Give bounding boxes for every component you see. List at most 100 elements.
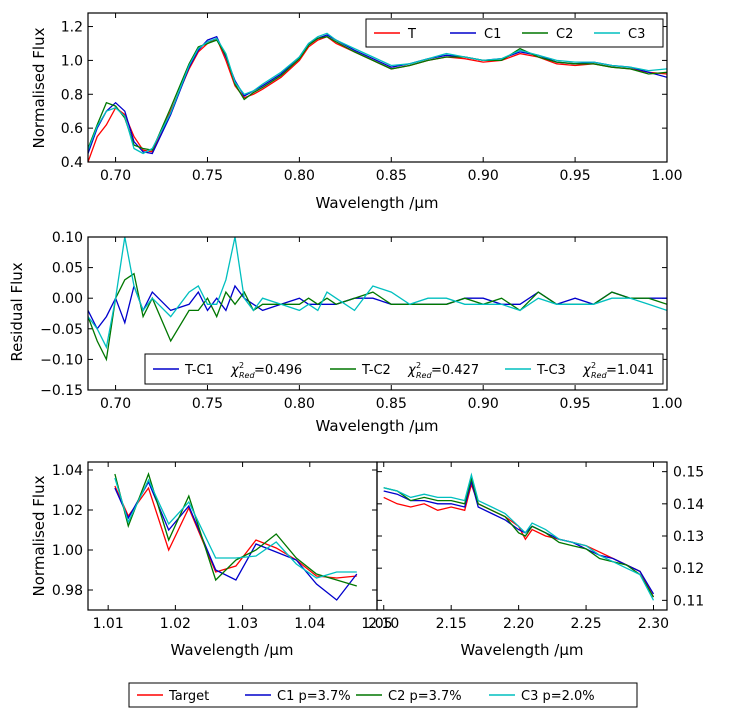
series-line-c1: [383, 478, 655, 595]
series-line-c2: [88, 36, 667, 151]
series-line-t-c1: [88, 283, 667, 331]
series-line-c2: [114, 472, 357, 587]
x-tick-label: 0.70: [100, 168, 131, 184]
x-tick-label: 0.90: [468, 168, 499, 184]
legend-label: C3: [628, 27, 645, 42]
y-tick-label: 1.04: [52, 463, 83, 479]
x-tick-label: 0.80: [284, 396, 315, 412]
x-tick-label: 1.01: [93, 616, 124, 632]
bottom-legend-box: [128, 682, 638, 708]
chi-symbol: χ: [230, 363, 240, 378]
y-tick-label: 0.05: [52, 261, 83, 277]
legend-label: C2: [556, 27, 573, 42]
chi-value: =1.041: [606, 363, 654, 378]
bottom-legend-label: Target: [168, 689, 209, 704]
bottom-legend-label: C1 p=3.7%: [277, 689, 351, 704]
bottom-legend-label: C2 p=3.7%: [388, 689, 462, 704]
x-tick-label: 0.85: [376, 168, 407, 184]
x-tick-label: 1.00: [651, 396, 682, 412]
y-tick-label: 1.2: [61, 20, 83, 36]
y-tick-label: 1.0: [61, 53, 83, 69]
bottom-left-x-label: Wavelength /μm: [171, 641, 294, 659]
residual-legend-box: [144, 353, 664, 385]
bottom-legend-label: C3 p=2.0%: [521, 689, 595, 704]
y-tick-label: 0.13: [673, 529, 704, 545]
series-line-c3: [88, 32, 667, 155]
residual-x-label: Wavelength /μm: [316, 417, 439, 435]
y-tick-label: 0.14: [673, 497, 704, 513]
top-flux-panel: Normalised Flux Wavelength /μm 0.70 0.75 0…: [30, 12, 683, 212]
x-tick-label: 0.75: [192, 396, 223, 412]
y-tick-label: −0.05: [40, 322, 83, 338]
x-tick-label: 1.04: [294, 616, 325, 632]
chi-value: =0.427: [431, 363, 479, 378]
chi-subscript: Red: [239, 371, 255, 380]
series-line-c3: [383, 472, 655, 601]
y-tick-label: 0.10: [52, 230, 83, 246]
residual-axes-frame: [87, 236, 668, 391]
top-axes-frame: [87, 12, 668, 163]
bottom-right-axes-frame: [376, 461, 668, 611]
chi-superscript: 2: [591, 361, 596, 370]
series-line-c2: [383, 475, 655, 598]
bottom-legend: Target C1 p=3.7% C2 p=3.7% C3 p=2.0%: [128, 682, 638, 708]
residual-panel: Residual Flux Wavelength /μm 0.70 0.75 0.8…: [8, 230, 683, 435]
series-line-t-c3: [88, 237, 667, 350]
y-tick-label: 0.15: [673, 465, 704, 481]
x-tick-label: 0.95: [560, 396, 591, 412]
bottom-left-y-label: Normalised Flux: [30, 475, 48, 596]
x-tick-label: 1.05: [361, 616, 392, 632]
chi-superscript: 2: [239, 361, 244, 370]
chi-symbol: χ: [582, 363, 592, 378]
y-tick-label: 0.6: [61, 121, 83, 137]
x-tick-label: 2.25: [570, 616, 601, 632]
chi-subscript: Red: [591, 371, 607, 380]
x-tick-label: 1.03: [227, 616, 258, 632]
x-tick-label: 0.90: [468, 396, 499, 412]
x-tick-label: 0.80: [284, 168, 315, 184]
y-tick-label: 0.98: [52, 583, 83, 599]
x-tick-label: 1.00: [651, 168, 682, 184]
x-tick-label: 2.10: [368, 616, 399, 632]
series-line-c3: [114, 477, 357, 579]
y-tick-label: −0.10: [40, 352, 83, 368]
chi-superscript: 2: [416, 361, 421, 370]
bottom-left-axes-frame: [87, 461, 378, 611]
y-tick-label: 0.11: [673, 593, 704, 609]
series-line-target: [114, 485, 357, 579]
x-tick-label: 2.20: [503, 616, 534, 632]
legend-label: T-C3: [536, 363, 566, 378]
y-tick-label: −0.15: [40, 383, 83, 399]
top-y-label: Normalised Flux: [30, 27, 48, 148]
x-tick-label: 0.85: [376, 396, 407, 412]
legend-label: T-C1: [184, 363, 214, 378]
x-tick-label: 2.30: [638, 616, 669, 632]
series-line-target: [383, 482, 655, 598]
legend-label: C1: [484, 27, 501, 42]
y-tick-label: 1.02: [52, 503, 83, 519]
series-line-c1: [88, 34, 667, 155]
residual-y-label: Residual Flux: [8, 262, 26, 361]
legend-label: T-C2: [361, 363, 391, 378]
chi-subscript: Red: [416, 371, 432, 380]
x-tick-label: 1.02: [160, 616, 191, 632]
y-tick-label: 0.4: [61, 155, 83, 171]
series-line-t-c2: [88, 272, 667, 362]
y-tick-label: 1.00: [52, 543, 83, 559]
top-x-label: Wavelength /μm: [316, 194, 439, 212]
legend-label: T: [407, 27, 416, 42]
bottom-left-panel: Normalised Flux Wavelength /μm 1.01 1.02 1…: [30, 461, 393, 659]
series-line-c1: [114, 480, 358, 601]
chi-value: =0.496: [254, 363, 302, 378]
y-tick-label: 0.00: [52, 291, 83, 307]
top-legend: T C1 C2 C3: [365, 18, 664, 48]
x-tick-label: 2.15: [436, 616, 467, 632]
bottom-right-panel: Wavelength /μm 2.10 2.15 2.20 2.25 2.300.11 0…: [368, 461, 704, 659]
y-tick-label: 0.8: [61, 87, 83, 103]
bottom-right-x-label: Wavelength /μm: [461, 641, 584, 659]
x-tick-label: 0.95: [560, 168, 591, 184]
y-tick-label: 0.12: [673, 561, 704, 577]
x-tick-label: 0.70: [100, 396, 131, 412]
